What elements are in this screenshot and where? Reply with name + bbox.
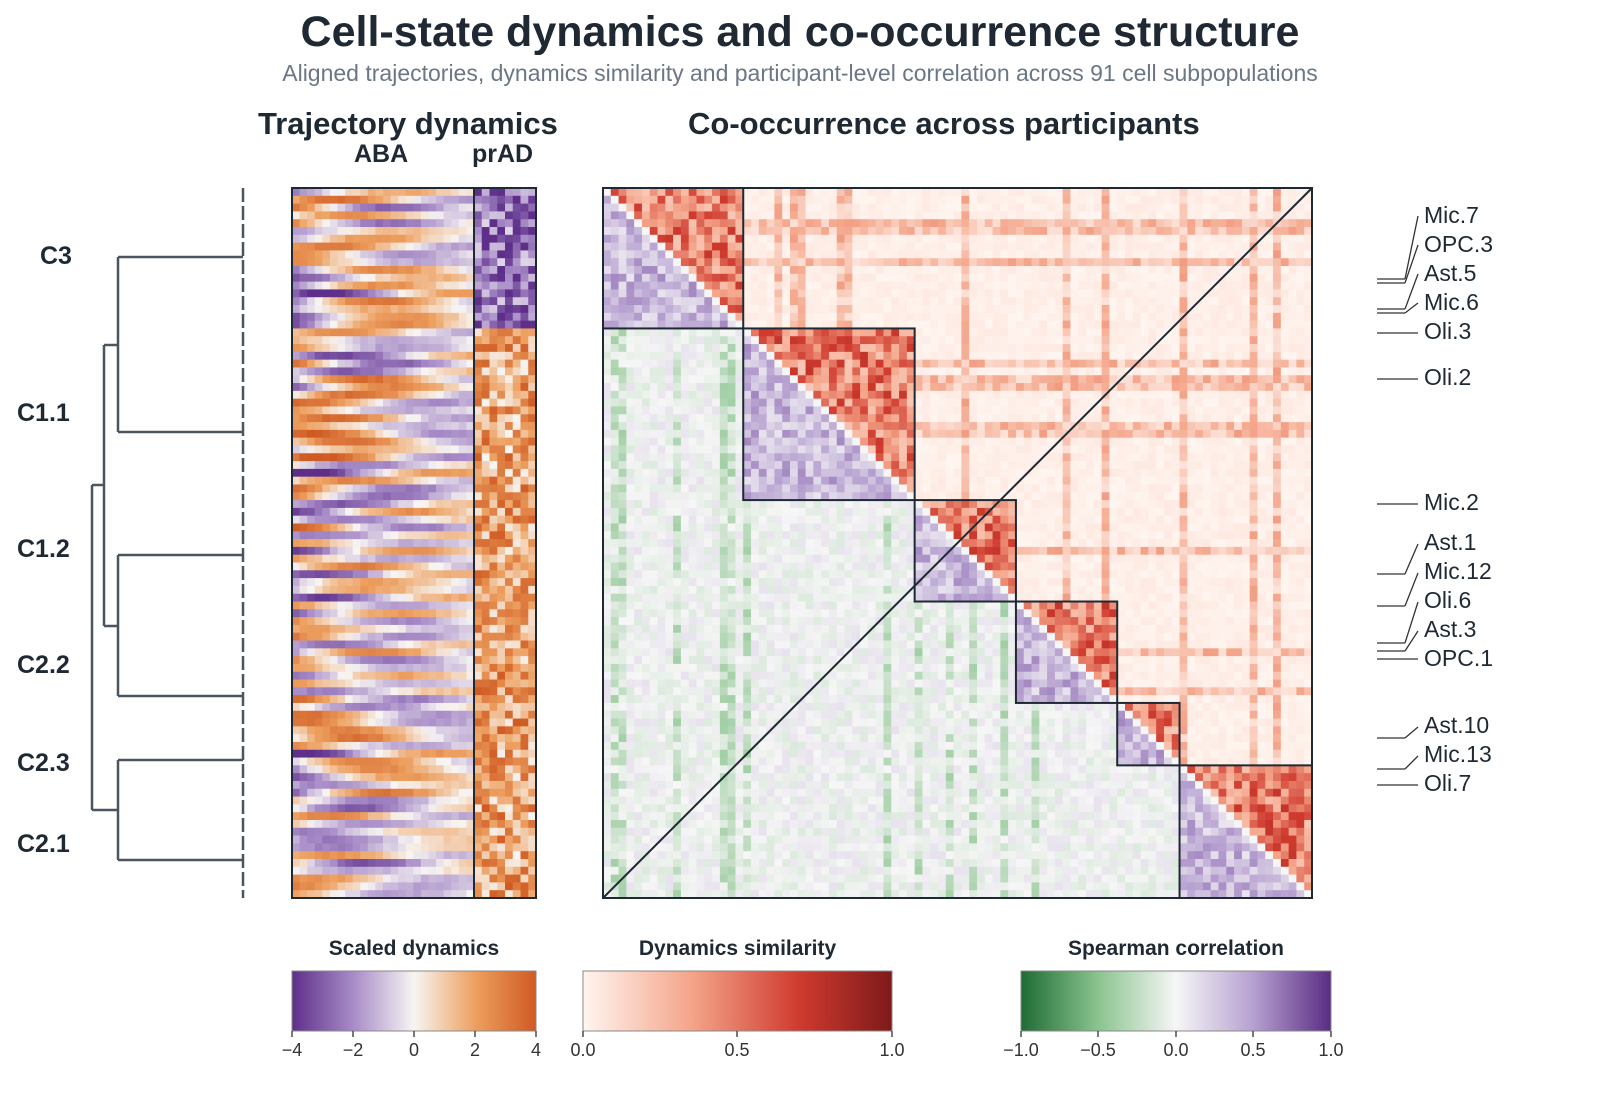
trajectory-heatmap bbox=[291, 187, 537, 899]
tick-similarity-2: 1.0 bbox=[879, 1040, 905, 1060]
row-label-oli-7: Oli.7 bbox=[1424, 770, 1472, 796]
column-label-aba: ABA bbox=[354, 140, 409, 168]
row-label-mic-12: Mic.12 bbox=[1424, 558, 1492, 584]
row-label-mic-7: Mic.7 bbox=[1424, 202, 1479, 228]
row-label-opc-3: OPC.3 bbox=[1424, 231, 1494, 257]
tick-spearman-2: 0.0 bbox=[1163, 1040, 1189, 1060]
tick-similarity-0: 0.0 bbox=[570, 1040, 596, 1060]
row-label-mic-13: Mic.13 bbox=[1424, 741, 1492, 767]
colorbar-title-scaled-dynamics: Scaled dynamics bbox=[328, 937, 500, 960]
row-label-oli-6: Oli.6 bbox=[1424, 587, 1472, 613]
tick-scaled-dynamics-1: −2 bbox=[342, 1040, 364, 1060]
colorbar-dynamics-similarity bbox=[582, 970, 893, 1032]
tick-similarity-1: 0.5 bbox=[724, 1040, 750, 1060]
row-label-oli-3: Oli.3 bbox=[1424, 318, 1472, 344]
row-label-ast-3: Ast.3 bbox=[1424, 616, 1477, 642]
cooccurrence-heatmap bbox=[602, 187, 1313, 899]
tick-spearman-0: −1.0 bbox=[1003, 1040, 1039, 1060]
tick-scaled-dynamics-2: 0 bbox=[408, 1040, 420, 1060]
tick-scaled-dynamics-4: 4 bbox=[530, 1040, 542, 1060]
main-title: Cell-state dynamics and co-occurrence st… bbox=[300, 8, 1300, 56]
row-label-oli-2: Oli.2 bbox=[1424, 364, 1472, 390]
tick-spearman-4: 1.0 bbox=[1318, 1040, 1344, 1060]
cluster-label-c3: C3 bbox=[40, 242, 72, 270]
row-label-mic-6: Mic.6 bbox=[1424, 289, 1479, 315]
trajectory-panel-title: Trajectory dynamics bbox=[258, 106, 558, 141]
colorbar-title-dynamics-similarity: Dynamics similarity bbox=[638, 937, 837, 960]
column-label-prad: prAD bbox=[472, 140, 534, 168]
row-label-mic-2: Mic.2 bbox=[1424, 489, 1479, 515]
tick-spearman-1: −0.5 bbox=[1080, 1040, 1116, 1060]
cluster-label-c1-1: C1.1 bbox=[17, 399, 70, 427]
colorbar-tick-marks bbox=[291, 1031, 1332, 1037]
tick-scaled-dynamics-0: −4 bbox=[281, 1040, 303, 1060]
dendrogram bbox=[90, 188, 245, 898]
row-label-ast-10: Ast.10 bbox=[1424, 712, 1490, 738]
tick-spearman-3: 0.5 bbox=[1240, 1040, 1266, 1060]
cluster-label-c2-2: C2.2 bbox=[17, 651, 70, 679]
row-label-ast-5: Ast.5 bbox=[1424, 260, 1477, 286]
cluster-label-c2-3: C2.3 bbox=[17, 749, 70, 777]
cooccurrence-panel-title: Co-occurrence across participants bbox=[688, 106, 1200, 141]
subtitle: Aligned trajectories, dynamics similarit… bbox=[282, 60, 1318, 86]
colorbar-spearman bbox=[1020, 970, 1332, 1032]
cluster-label-c2-1: C2.1 bbox=[17, 830, 70, 858]
row-label-opc-1: OPC.1 bbox=[1424, 645, 1494, 671]
colorbar-title-spearman: Spearman correlation bbox=[1068, 937, 1284, 960]
row-label-leaders bbox=[1377, 215, 1419, 786]
colorbar-scaled-dynamics bbox=[291, 970, 537, 1032]
row-label-ast-1: Ast.1 bbox=[1424, 529, 1477, 555]
cluster-label-c1-2: C1.2 bbox=[17, 535, 70, 563]
tick-scaled-dynamics-3: 2 bbox=[469, 1040, 481, 1060]
